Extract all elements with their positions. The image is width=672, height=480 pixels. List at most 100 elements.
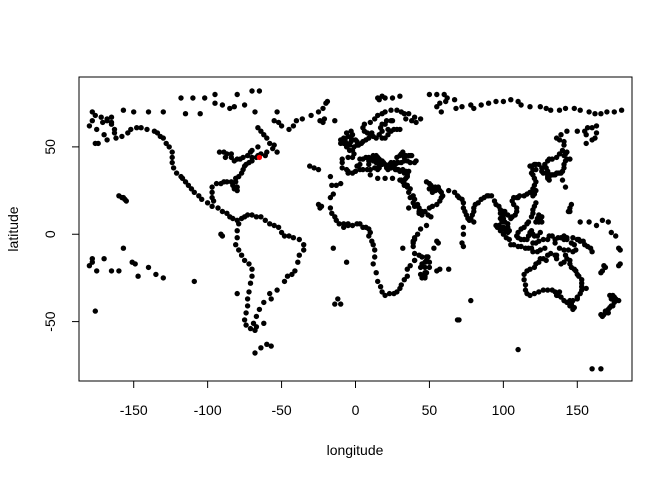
data-point [321, 116, 328, 122]
data-point [409, 118, 415, 124]
data-point [250, 320, 257, 326]
data-point [536, 161, 542, 168]
data-point [255, 125, 261, 131]
data-point [417, 271, 424, 278]
y-tick-label: 50 [42, 139, 58, 155]
data-point [475, 200, 481, 206]
data-point [375, 112, 381, 119]
data-point [460, 224, 467, 230]
data-point [423, 222, 430, 229]
y-tick-label: 0 [42, 230, 58, 238]
data-point [444, 95, 450, 101]
data-point [553, 252, 560, 258]
data-point [422, 273, 428, 279]
data-point [357, 221, 363, 227]
data-point [478, 102, 484, 108]
data-point [299, 116, 305, 122]
data-point [209, 184, 215, 190]
data-point [296, 252, 302, 258]
data-point [253, 313, 260, 320]
data-point [89, 259, 96, 265]
data-point [349, 222, 356, 229]
data-point [530, 249, 536, 255]
data-point [104, 137, 110, 143]
data-point [599, 313, 606, 320]
data-point [255, 144, 261, 150]
data-point [324, 98, 331, 105]
data-point [160, 275, 166, 281]
data-point [533, 187, 539, 194]
data-point [570, 235, 576, 241]
data-point [536, 289, 542, 295]
data-point [234, 184, 240, 190]
data-point [311, 165, 317, 171]
data-point [247, 280, 254, 286]
data-point [236, 221, 242, 227]
data-point [231, 158, 237, 164]
data-point [373, 270, 379, 276]
data-point [459, 240, 465, 246]
data-point [345, 221, 351, 227]
data-point [533, 166, 539, 173]
data-point [516, 193, 523, 199]
data-point [341, 221, 347, 227]
data-point [275, 224, 282, 230]
data-point [586, 109, 592, 115]
data-point [593, 222, 600, 229]
data-point [274, 287, 280, 293]
x-tick-label: 150 [566, 402, 590, 418]
data-point [584, 125, 591, 131]
data-point [230, 215, 236, 222]
data-point [531, 290, 538, 297]
data-point [493, 98, 499, 105]
data-point [411, 196, 418, 202]
data-point [104, 118, 110, 124]
data-point [116, 268, 122, 274]
data-point [295, 259, 301, 265]
data-point [598, 366, 604, 372]
data-point [332, 301, 338, 307]
data-point [249, 212, 255, 218]
data-point [485, 100, 492, 106]
data-point [131, 109, 137, 115]
data-point [338, 301, 344, 307]
data-point [271, 222, 277, 229]
data-point [281, 278, 288, 285]
data-point [315, 166, 322, 173]
data-point [605, 310, 611, 316]
data-point [364, 166, 370, 173]
data-point [508, 97, 514, 103]
data-point [278, 229, 285, 236]
data-point [426, 91, 433, 98]
data-point [564, 128, 570, 134]
data-point [290, 235, 297, 241]
data-point [191, 189, 197, 195]
data-point [426, 264, 433, 271]
data-point [216, 149, 223, 155]
data-point [446, 266, 452, 272]
data-point [593, 130, 600, 136]
data-point [394, 289, 400, 295]
data-point [488, 193, 495, 199]
data-point [589, 366, 595, 372]
data-point [543, 105, 549, 112]
data-point [521, 277, 527, 283]
data-point [120, 245, 127, 251]
data-point [209, 189, 215, 195]
data-point [410, 240, 416, 246]
data-point [120, 107, 127, 113]
data-point [252, 109, 258, 115]
data-point [454, 317, 461, 323]
data-point [116, 193, 122, 199]
data-point [100, 119, 106, 126]
data-point [534, 215, 541, 222]
y-tick-label: -50 [42, 311, 58, 331]
data-point [94, 126, 100, 133]
data-point [125, 130, 131, 136]
data-point [527, 104, 533, 110]
data-point [349, 170, 356, 176]
data-point [160, 135, 166, 141]
data-point [370, 242, 376, 248]
data-point [431, 245, 437, 251]
data-point [128, 126, 134, 133]
